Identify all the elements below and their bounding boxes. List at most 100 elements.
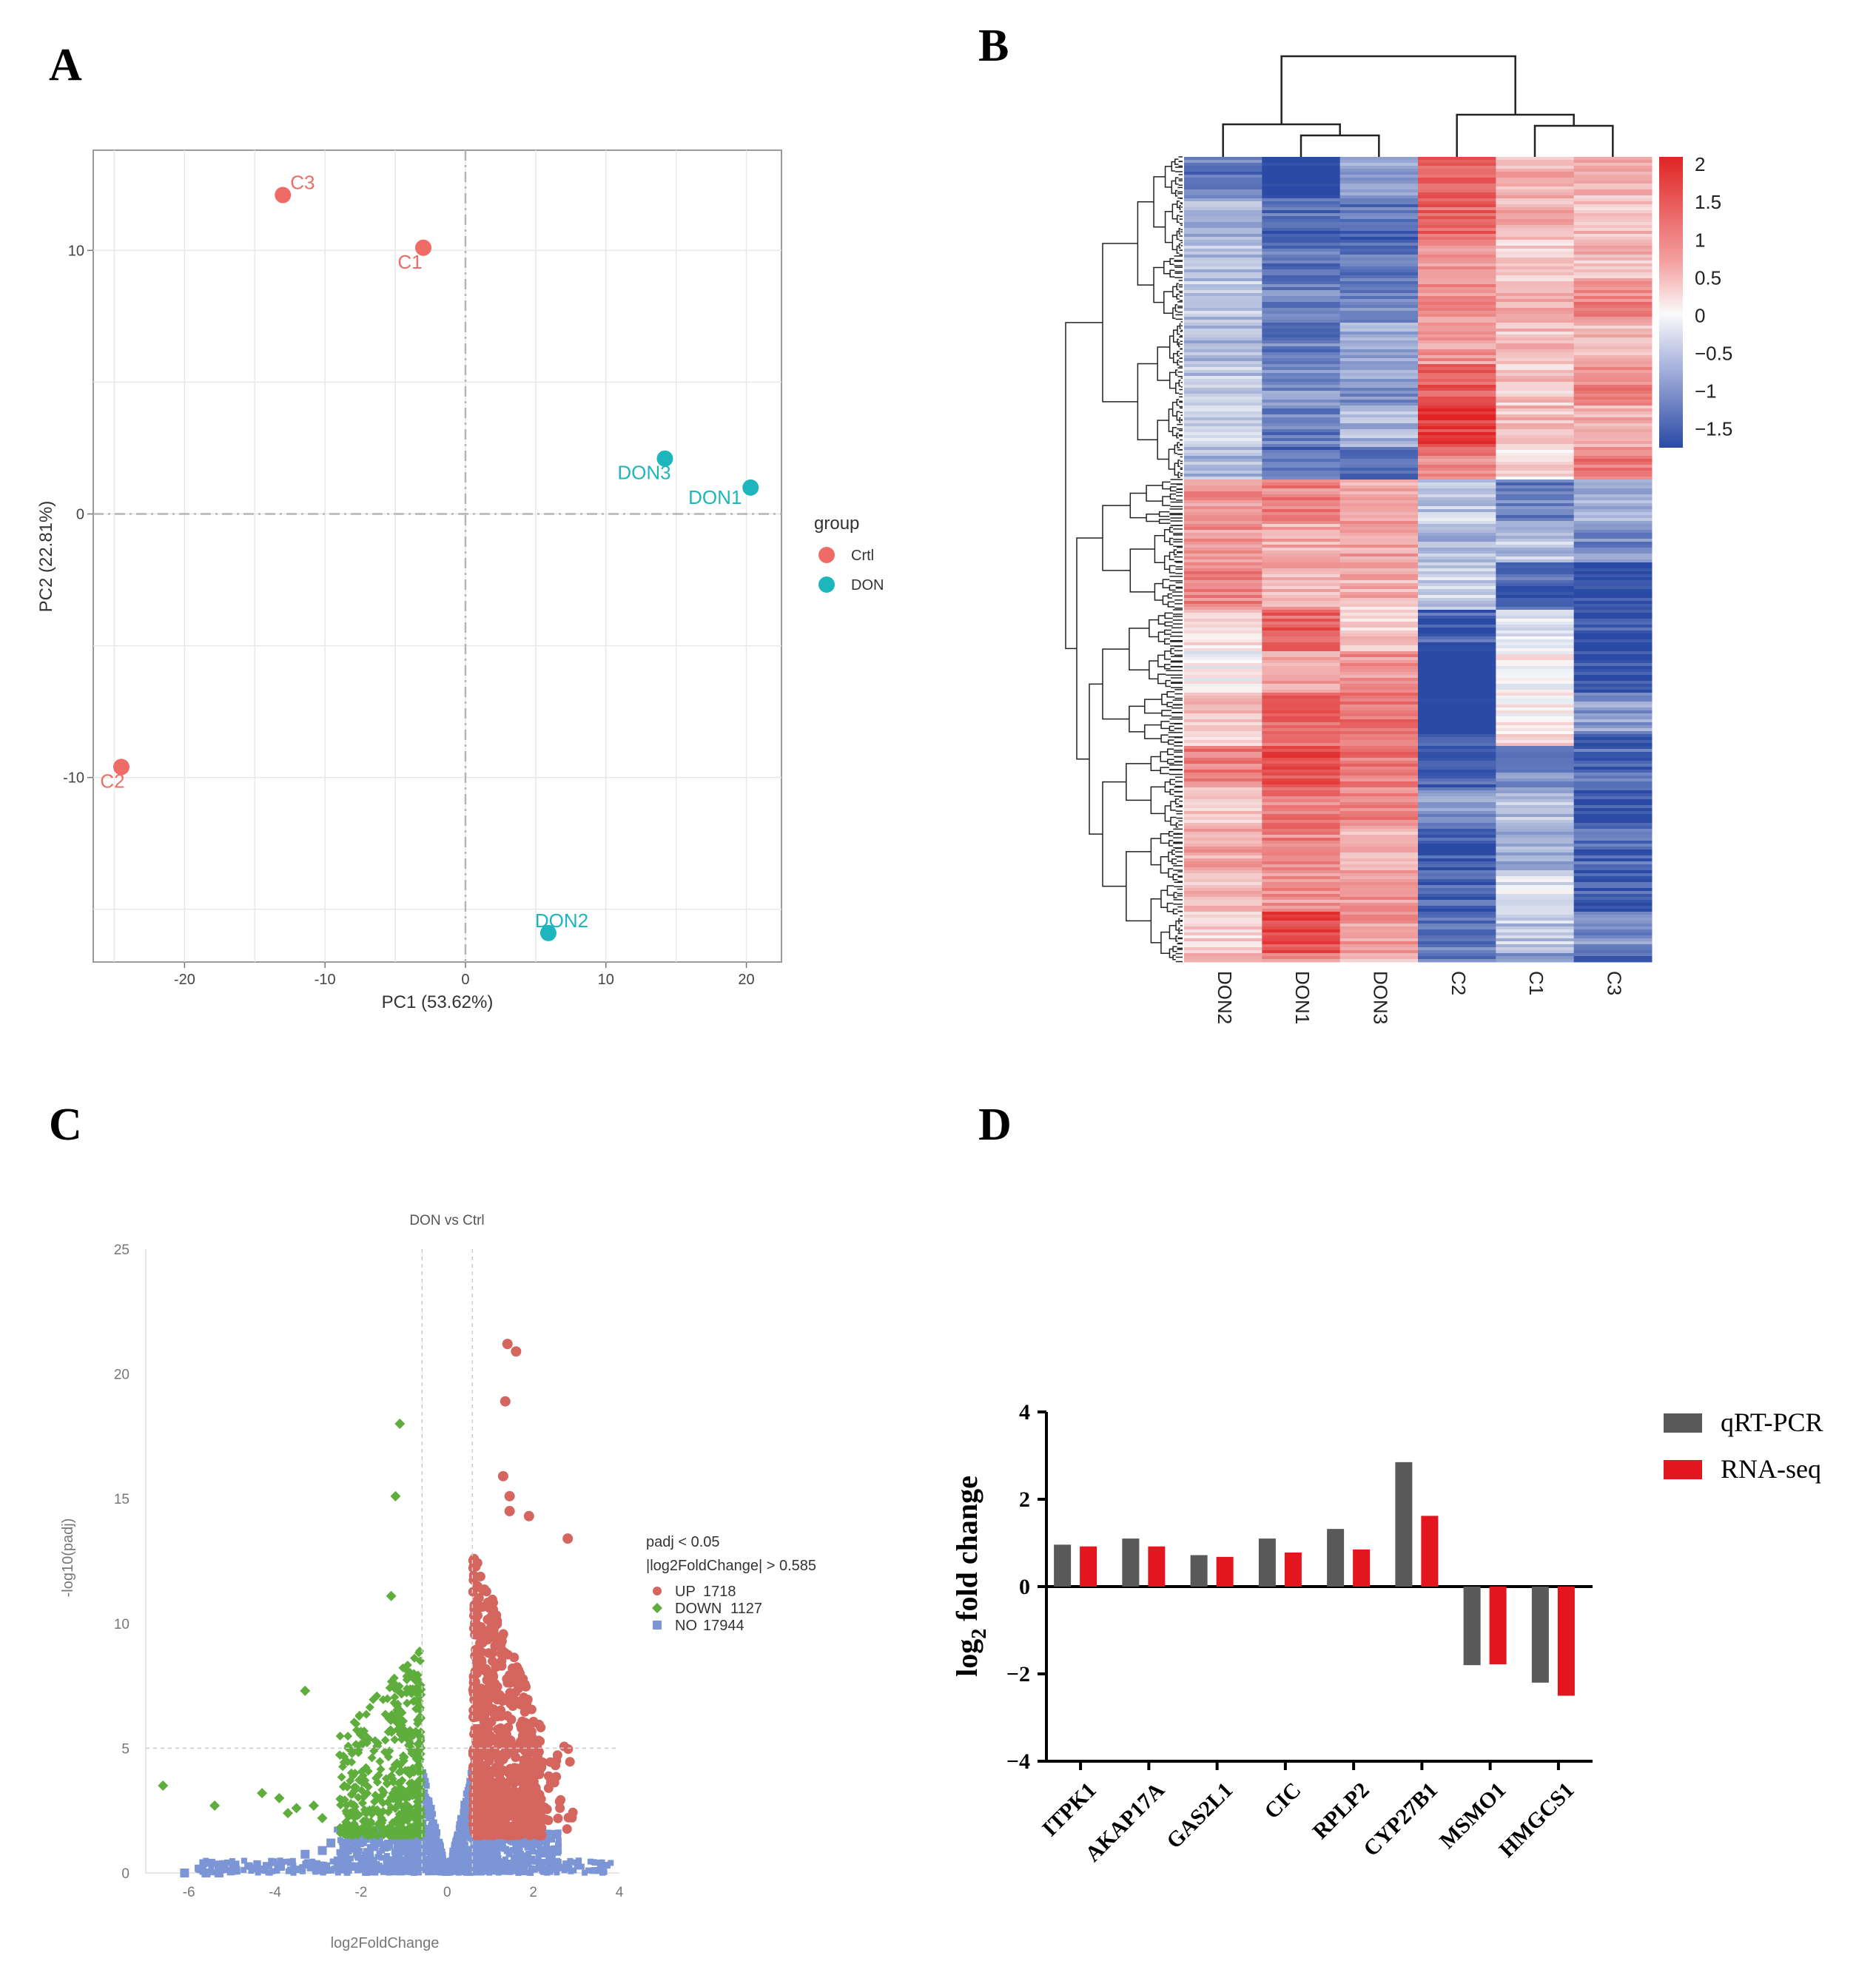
heatmap-cell bbox=[1262, 941, 1341, 945]
heatmap-cell bbox=[1262, 432, 1341, 436]
heatmap-cell bbox=[1418, 527, 1496, 531]
volcano-point-no bbox=[566, 1865, 573, 1871]
heatmap-cell bbox=[1573, 231, 1653, 235]
heatmap-cell bbox=[1184, 530, 1263, 534]
heatmap-cell bbox=[1573, 731, 1653, 735]
heatmap-colorbar: 21.510.50−0.5−1−1.5 bbox=[1659, 153, 1732, 448]
heatmap-cell bbox=[1573, 329, 1653, 332]
heatmap-cell bbox=[1418, 926, 1496, 930]
heatmap-cell bbox=[1339, 450, 1419, 454]
heatmap-cell bbox=[1418, 299, 1496, 303]
heatmap-cell bbox=[1418, 814, 1496, 818]
volcano-point-up bbox=[504, 1506, 515, 1517]
volcano-point-no bbox=[334, 1826, 340, 1833]
heatmap-cell bbox=[1496, 645, 1575, 649]
heatmap-cell bbox=[1573, 648, 1653, 652]
heatmap-cell bbox=[1573, 444, 1653, 448]
volcano-point-no bbox=[357, 1841, 364, 1848]
volcano-point-no bbox=[464, 1800, 471, 1807]
heatmap-cell bbox=[1496, 349, 1575, 353]
heatmap-cell bbox=[1262, 260, 1341, 264]
heatmap-cell bbox=[1184, 844, 1263, 847]
volcano-point-down bbox=[354, 1792, 363, 1802]
volcano-point-down bbox=[354, 1748, 363, 1758]
heatmap-cell bbox=[1339, 518, 1419, 522]
heatmap-cell bbox=[1339, 693, 1419, 696]
volcano-point-up bbox=[497, 1470, 508, 1481]
heatmap-cell bbox=[1262, 784, 1341, 788]
heatmap-cell bbox=[1184, 290, 1263, 294]
heatmap-cell bbox=[1262, 746, 1341, 750]
volcano-point-down bbox=[347, 1758, 357, 1767]
volcano-point-no bbox=[290, 1869, 297, 1876]
volcano-point-no bbox=[454, 1831, 461, 1837]
heatmap-cell bbox=[1496, 699, 1575, 702]
heatmap-cell bbox=[1573, 864, 1653, 868]
heatmap-cell bbox=[1184, 725, 1263, 729]
bar-qrt-pcr-msmo1 bbox=[1463, 1587, 1481, 1666]
heatmap-cell bbox=[1496, 364, 1575, 368]
heatmap-cell bbox=[1262, 935, 1341, 939]
volcano-point-no bbox=[360, 1860, 367, 1867]
heatmap-cell bbox=[1496, 252, 1575, 255]
heatmap-cell bbox=[1418, 817, 1496, 821]
volcano-point-no bbox=[421, 1867, 428, 1874]
heatmap-cell bbox=[1573, 465, 1653, 468]
heatmap-cell bbox=[1418, 648, 1496, 652]
heatmap-cell bbox=[1184, 787, 1263, 791]
heatmap-cell bbox=[1339, 642, 1419, 646]
heatmap-cell bbox=[1262, 707, 1341, 711]
heatmap-cell bbox=[1262, 326, 1341, 329]
heatmap-cell bbox=[1339, 394, 1419, 397]
volcano-point-no bbox=[403, 1846, 409, 1853]
volcano-point-up bbox=[562, 1533, 574, 1544]
heatmap-cell bbox=[1573, 423, 1653, 427]
bar-legend-swatch-qrt-pcr bbox=[1664, 1413, 1702, 1433]
heatmap-cell bbox=[1262, 263, 1341, 267]
heatmap-cell bbox=[1573, 207, 1653, 211]
volcano-point-no bbox=[352, 1863, 358, 1870]
heatmap-cell bbox=[1339, 728, 1419, 732]
heatmap-cell bbox=[1496, 787, 1575, 791]
heatmap-cell bbox=[1573, 181, 1653, 184]
heatmap-cell bbox=[1184, 737, 1263, 741]
volcano-point-up bbox=[474, 1730, 484, 1740]
volcano-point-up bbox=[469, 1675, 480, 1685]
heatmap-cell bbox=[1418, 894, 1496, 898]
heatmap-cell bbox=[1339, 278, 1419, 282]
heatmap-cell bbox=[1418, 343, 1496, 347]
heatmap-cell bbox=[1184, 278, 1263, 282]
heatmap-cell bbox=[1496, 888, 1575, 892]
heatmap-cell bbox=[1418, 530, 1496, 534]
volcano-point-no bbox=[555, 1829, 562, 1836]
heatmap-cell bbox=[1418, 512, 1496, 516]
pca-x-tick-label: 0 bbox=[461, 972, 469, 988]
volcano-point-no bbox=[393, 1869, 400, 1875]
heatmap-cell bbox=[1262, 669, 1341, 673]
volcano-legend-line-1: padj < 0.05 bbox=[646, 1534, 720, 1550]
heatmap-cell bbox=[1262, 172, 1341, 175]
heatmap-cell bbox=[1496, 915, 1575, 918]
heatmap-cell bbox=[1339, 918, 1419, 921]
heatmap-cell bbox=[1496, 752, 1575, 756]
heatmap-cell bbox=[1184, 302, 1263, 306]
heatmap-cell bbox=[1496, 207, 1575, 211]
heatmap-cell bbox=[1184, 959, 1263, 963]
heatmap-cell bbox=[1418, 607, 1496, 611]
heatmap-cell bbox=[1496, 921, 1575, 924]
heatmap-cell bbox=[1184, 204, 1263, 208]
heatmap-cell bbox=[1339, 601, 1419, 605]
heatmap-cell bbox=[1339, 320, 1419, 323]
heatmap-cell bbox=[1339, 477, 1419, 480]
heatmap-cell bbox=[1418, 903, 1496, 907]
heatmap-cell bbox=[1339, 184, 1419, 187]
heatmap-cell bbox=[1496, 468, 1575, 471]
heatmap-cell bbox=[1496, 743, 1575, 747]
heatmap-cell bbox=[1496, 530, 1575, 534]
heatmap-cell bbox=[1262, 178, 1341, 181]
volcano-point-no bbox=[285, 1858, 292, 1865]
panel-letter-c: C bbox=[49, 1100, 82, 1150]
heatmap-cell bbox=[1573, 503, 1653, 507]
heatmap-cell bbox=[1418, 349, 1496, 353]
volcano-point-no bbox=[344, 1869, 351, 1876]
